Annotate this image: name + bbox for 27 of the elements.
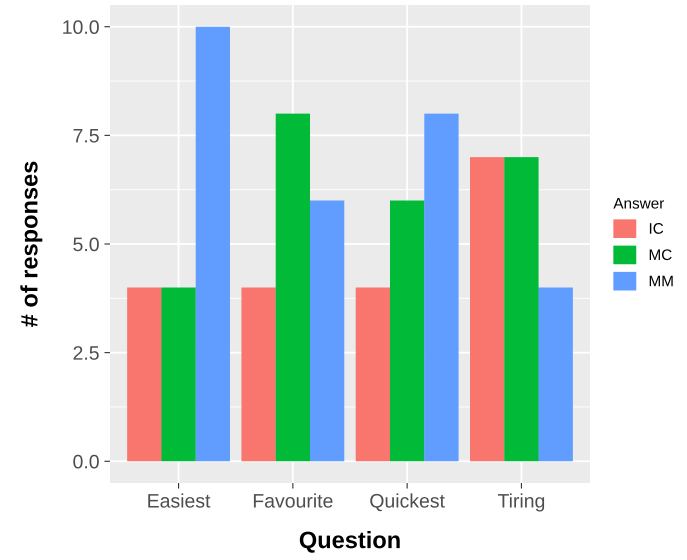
bar (470, 157, 504, 462)
y-axis-title: # of responses (20, 162, 42, 327)
y-tick-label: 2.5 (74, 346, 99, 360)
legend-title: Answer (613, 198, 664, 209)
bar (424, 114, 459, 462)
bar (390, 200, 424, 462)
legend-label: MM (650, 276, 673, 286)
bar (127, 287, 162, 462)
bar (504, 157, 539, 462)
bar (161, 287, 196, 462)
bar (356, 287, 390, 462)
x-tick-label: Easiest (148, 493, 210, 508)
y-tick-label: 10.0 (63, 20, 99, 34)
x-tick-label: Favourite (254, 493, 333, 508)
legend-label: MC (650, 249, 672, 260)
bar (538, 287, 573, 462)
bar (276, 114, 310, 462)
y-tick-label: 0.0 (73, 454, 99, 469)
y-tick-label: 7.5 (74, 129, 99, 143)
bar (241, 287, 276, 462)
legend-label: IC (650, 223, 664, 234)
x-tick-label: Quickest (370, 493, 445, 512)
bar (310, 200, 344, 462)
x-axis-title: Question (300, 530, 400, 553)
bar (196, 26, 230, 462)
x-tick-label: Tiring (498, 493, 544, 512)
y-tick-label: 5.0 (73, 237, 99, 252)
